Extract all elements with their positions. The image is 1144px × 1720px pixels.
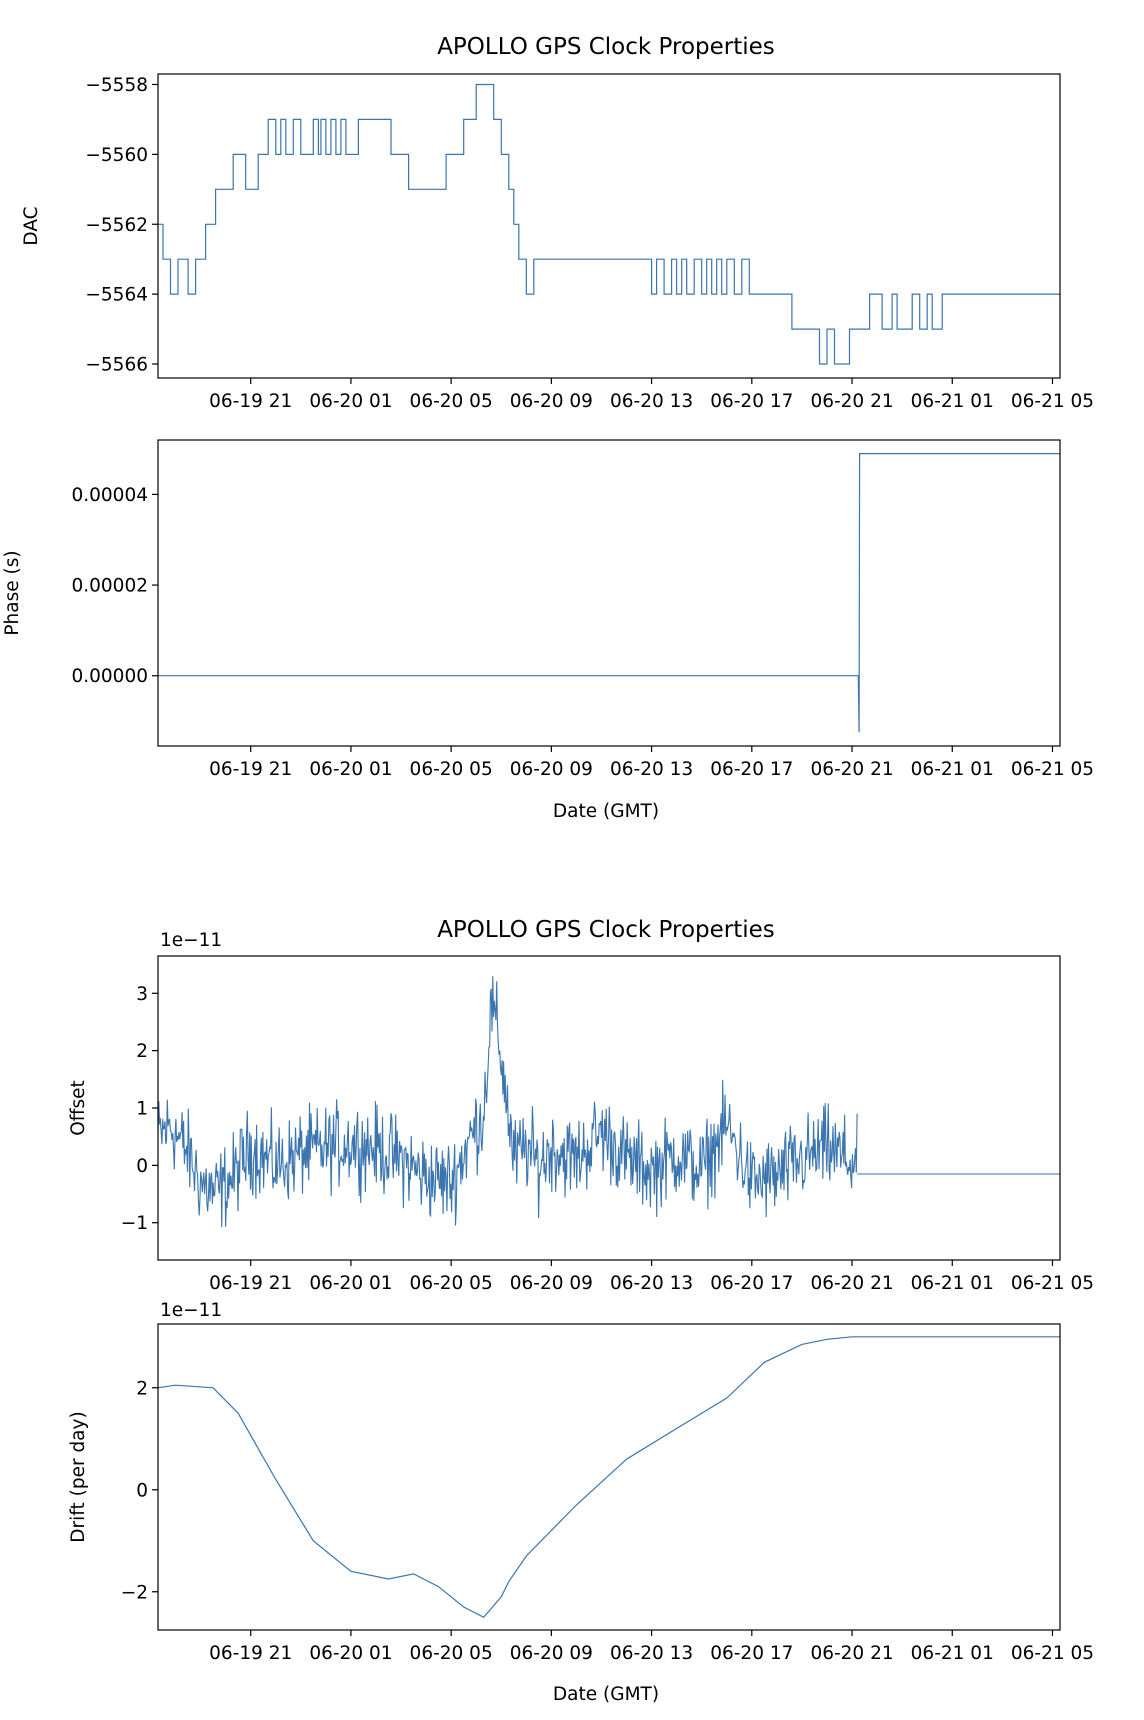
x-tick-label: 06-20 21 (810, 1273, 893, 1294)
y-multiplier-drift: 1e−11 (160, 1300, 222, 1321)
x-tick-label: 06-20 09 (510, 1273, 593, 1294)
x-tick-label: 06-20 05 (410, 1643, 493, 1664)
x-tick-label: 06-20 13 (610, 1273, 693, 1294)
x-tick-label: 06-20 17 (710, 1273, 793, 1294)
x-tick-label: 06-21 01 (911, 1273, 994, 1294)
y-tick-label: −5558 (85, 75, 148, 96)
x-tick-label: 06-21 01 (911, 759, 994, 780)
y-tick-label: 3 (136, 984, 148, 1005)
axes-frame (157, 1323, 1061, 1631)
x-tick-label: 06-21 05 (1011, 1643, 1094, 1664)
y-tick-label: −5560 (85, 145, 148, 166)
y-tick-label: 0 (136, 1156, 148, 1177)
y-axis-label: Drift (per day) (68, 1411, 89, 1542)
xlabel-panel-2: Date (GMT) (553, 801, 659, 822)
y-tick-label: 2 (136, 1041, 148, 1062)
panel-4: 06-19 21 06-20 01 06-20 05 06-20 09 06-20 13… (68, 1323, 1094, 1664)
x-tick-label: 06-20 09 (510, 1643, 593, 1664)
x-tick-label: 06-20 01 (309, 391, 392, 412)
x-tick-label: 06-21 05 (1011, 1273, 1094, 1294)
y-tick-label: 2 (136, 1378, 148, 1399)
y-tick-label: −2 (121, 1582, 148, 1603)
x-tick-label: 06-20 21 (810, 1643, 893, 1664)
y-tick-label: 0.00002 (71, 576, 148, 597)
y-tick-label: −5564 (85, 285, 148, 306)
x-tick-label: 06-19 21 (209, 1273, 292, 1294)
y-tick-label: 1 (136, 1099, 148, 1120)
series-line-1 (158, 976, 858, 1228)
axes-frame (157, 73, 1061, 379)
series-line-1 (158, 83, 1060, 365)
x-tick-label: 06-20 21 (810, 391, 893, 412)
x-tick-label: 06-19 21 (209, 759, 292, 780)
y-tick-label: −5562 (85, 215, 148, 236)
x-tick-label: 06-20 13 (610, 391, 693, 412)
x-tick-label: 06-20 05 (410, 391, 493, 412)
y-axis-label: DAC (21, 206, 42, 245)
x-tick-label: 06-20 17 (710, 759, 793, 780)
x-tick-label: 06-20 01 (309, 1643, 392, 1664)
y-multiplier-offset: 1e−11 (160, 930, 222, 951)
chart-title-top: APOLLO GPS Clock Properties (437, 34, 775, 60)
x-tick-label: 06-21 01 (911, 1643, 994, 1664)
panel-2: 06-19 21 06-20 01 06-20 05 06-20 09 06-20 13… (2, 439, 1094, 780)
y-axis-label: Offset (68, 1080, 89, 1136)
x-tick-label: 06-20 01 (309, 759, 392, 780)
y-axis-label: Phase (s) (2, 550, 23, 635)
x-tick-label: 06-20 21 (810, 759, 893, 780)
xlabel-panel-4: Date (GMT) (553, 1684, 659, 1705)
axes-frame (157, 439, 1061, 747)
x-tick-label: 06-19 21 (209, 1643, 292, 1664)
x-tick-label: 06-20 09 (510, 391, 593, 412)
x-tick-label: 06-20 05 (410, 759, 493, 780)
y-tick-label: 0.00004 (71, 485, 148, 506)
chart-title-bottom: APOLLO GPS Clock Properties (437, 917, 775, 943)
panel-3: 06-19 21 06-20 01 06-20 05 06-20 09 06-20 13… (68, 955, 1094, 1294)
x-tick-label: 06-20 13 (610, 1643, 693, 1664)
series-line-1 (158, 1336, 1060, 1619)
x-tick-label: 06-20 17 (710, 1643, 793, 1664)
x-tick-label: 06-19 21 (209, 391, 292, 412)
x-tick-label: 06-20 05 (410, 1273, 493, 1294)
x-tick-label: 06-21 05 (1011, 759, 1094, 780)
x-tick-label: 06-20 01 (309, 1273, 392, 1294)
y-tick-label: 0.00000 (71, 666, 148, 687)
x-tick-label: 06-21 05 (1011, 391, 1094, 412)
y-tick-label: −5566 (85, 355, 148, 376)
y-tick-label: 0 (136, 1480, 148, 1501)
y-tick-label: −1 (121, 1213, 148, 1234)
series-line-1 (158, 453, 1060, 733)
x-tick-label: 06-20 09 (510, 759, 593, 780)
panel-1: 06-19 21 06-20 01 06-20 05 06-20 09 06-20 13… (21, 73, 1094, 412)
x-tick-label: 06-21 01 (911, 391, 994, 412)
x-tick-label: 06-20 13 (610, 759, 693, 780)
x-tick-label: 06-20 17 (710, 391, 793, 412)
